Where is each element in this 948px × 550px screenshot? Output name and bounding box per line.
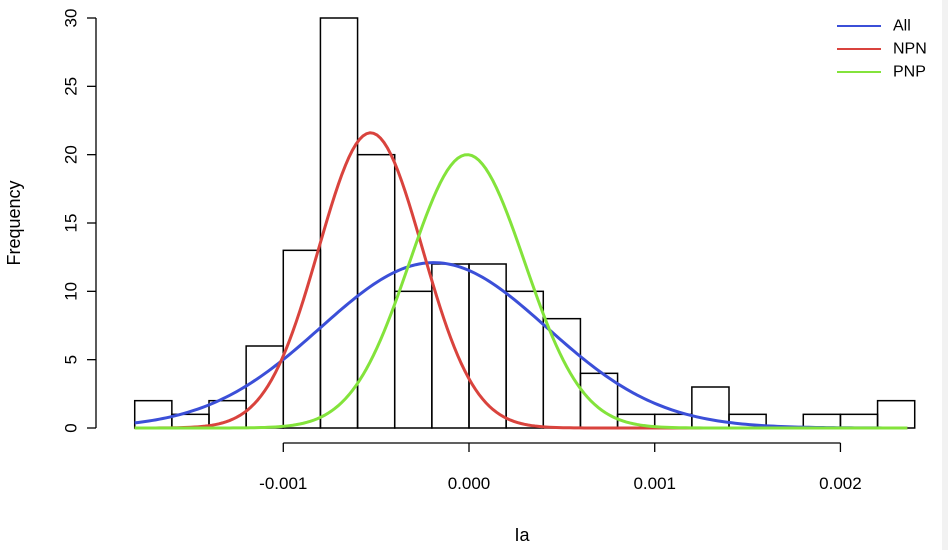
histogram-bar xyxy=(393,290,433,429)
x-tick-label: -0.001 xyxy=(259,474,307,493)
legend-label-all: All xyxy=(893,18,911,35)
histogram-bar xyxy=(505,290,545,429)
legend: All NPN PNP xyxy=(837,18,927,81)
histogram-bar xyxy=(839,413,879,429)
histogram-bar xyxy=(876,399,916,429)
y-tick-label: 10 xyxy=(62,282,81,301)
histogram-bar xyxy=(245,345,285,429)
y-axis-title: Frequency xyxy=(4,180,24,265)
x-tick-label: 0.002 xyxy=(819,474,862,493)
y-axis: 0 5 10 15 20 25 30 xyxy=(62,9,97,433)
density-curves xyxy=(134,131,908,430)
x-axis: -0.001 0.000 0.001 0.002 xyxy=(259,442,862,493)
histogram-bar xyxy=(542,317,582,429)
y-tick-label: 15 xyxy=(62,214,81,233)
histogram-bars xyxy=(133,17,916,429)
x-tick-label: 0.001 xyxy=(633,474,676,493)
y-tick-label: 5 xyxy=(62,355,81,364)
legend-label-pnp: PNP xyxy=(893,64,926,81)
y-tick-label: 20 xyxy=(62,145,81,164)
curve-pnp xyxy=(134,153,908,430)
curve-all xyxy=(134,261,908,430)
legend-label-npn: NPN xyxy=(893,41,927,58)
y-tick-label: 30 xyxy=(62,9,81,28)
histogram-bar xyxy=(133,399,173,429)
x-tick-label: 0.000 xyxy=(448,474,491,493)
y-tick-label: 0 xyxy=(62,423,81,432)
x-axis-title: Ia xyxy=(514,525,530,545)
right-edge-shade xyxy=(942,0,948,550)
y-tick-label: 25 xyxy=(62,77,81,96)
histogram-bar xyxy=(431,263,470,429)
